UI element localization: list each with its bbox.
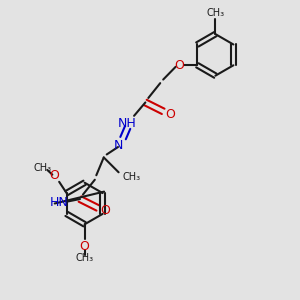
Text: O: O (166, 108, 176, 121)
Text: NH: NH (118, 117, 137, 130)
Text: O: O (100, 204, 110, 218)
Text: N: N (114, 139, 123, 152)
Text: CH₃: CH₃ (123, 172, 141, 182)
Text: O: O (49, 169, 59, 182)
Text: O: O (80, 240, 89, 253)
Text: O: O (175, 59, 184, 72)
Text: CH₃: CH₃ (76, 254, 94, 263)
Text: HN: HN (50, 196, 68, 208)
Text: CH₃: CH₃ (206, 8, 224, 18)
Text: CH₃: CH₃ (34, 163, 52, 173)
